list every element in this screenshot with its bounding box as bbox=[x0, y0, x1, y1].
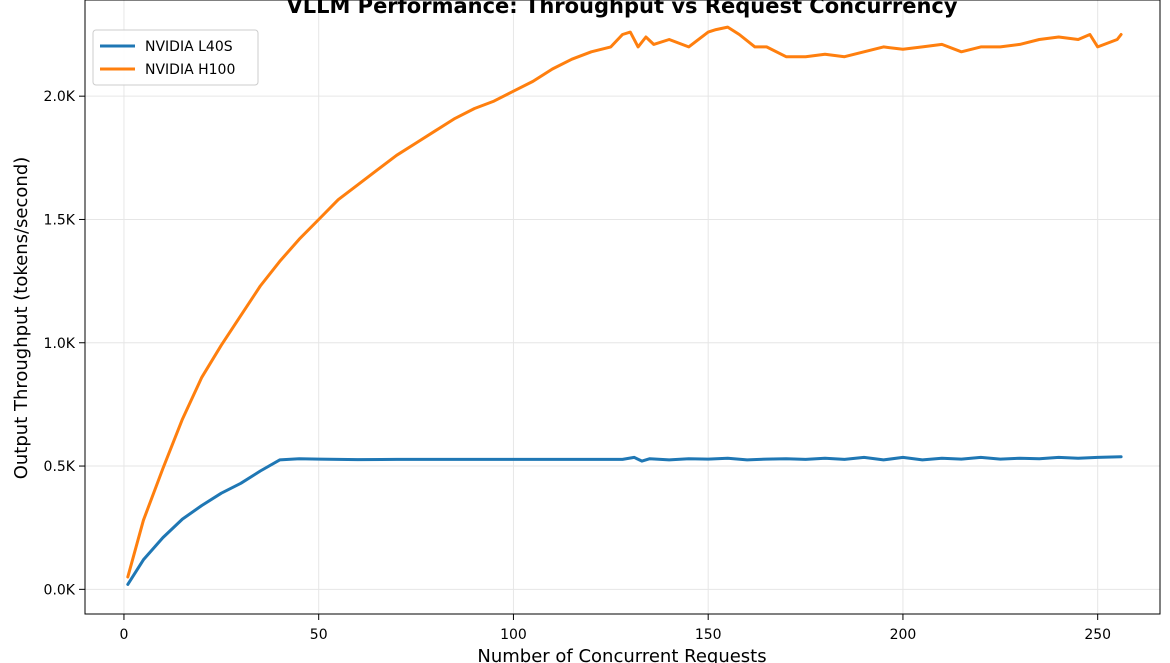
legend: NVIDIA L40S NVIDIA H100 bbox=[92, 29, 259, 86]
legend-box bbox=[92, 29, 259, 86]
chart-title: VLLM Performance: Throughput vs Request … bbox=[286, 0, 957, 18]
x-tick-label: 200 bbox=[890, 627, 917, 643]
grid bbox=[85, 0, 1160, 614]
y-tick-label: 1.0K bbox=[44, 336, 76, 352]
y-tick-label: 1.5K bbox=[44, 212, 76, 228]
x-tick-label: 50 bbox=[310, 627, 328, 643]
x-tick-label: 250 bbox=[1084, 627, 1111, 643]
axis-ticks: 0 50 100 150 200 250 0.0K 0.5K 1.0K 1.5K 2.0K bbox=[44, 89, 1112, 643]
x-tick-label: 150 bbox=[695, 627, 722, 643]
series-line-l40s bbox=[126, 455, 1123, 586]
x-tick-label: 100 bbox=[500, 627, 527, 643]
y-tick-label: 2.0K bbox=[44, 89, 76, 105]
legend-label-l40s: NVIDIA L40S bbox=[145, 39, 233, 55]
x-axis-label: Number of Concurrent Requests bbox=[477, 646, 766, 663]
series-lines bbox=[126, 25, 1123, 586]
y-tick-label: 0.0K bbox=[44, 582, 76, 598]
plot-frame bbox=[84, 0, 1161, 615]
x-tick-label: 0 bbox=[119, 627, 128, 643]
y-tick-label: 0.5K bbox=[44, 459, 76, 475]
legend-label-h100: NVIDIA H100 bbox=[145, 62, 235, 78]
y-axis-label: Output Throughput (tokens/second) bbox=[11, 157, 32, 480]
series-line-h100 bbox=[126, 25, 1123, 579]
